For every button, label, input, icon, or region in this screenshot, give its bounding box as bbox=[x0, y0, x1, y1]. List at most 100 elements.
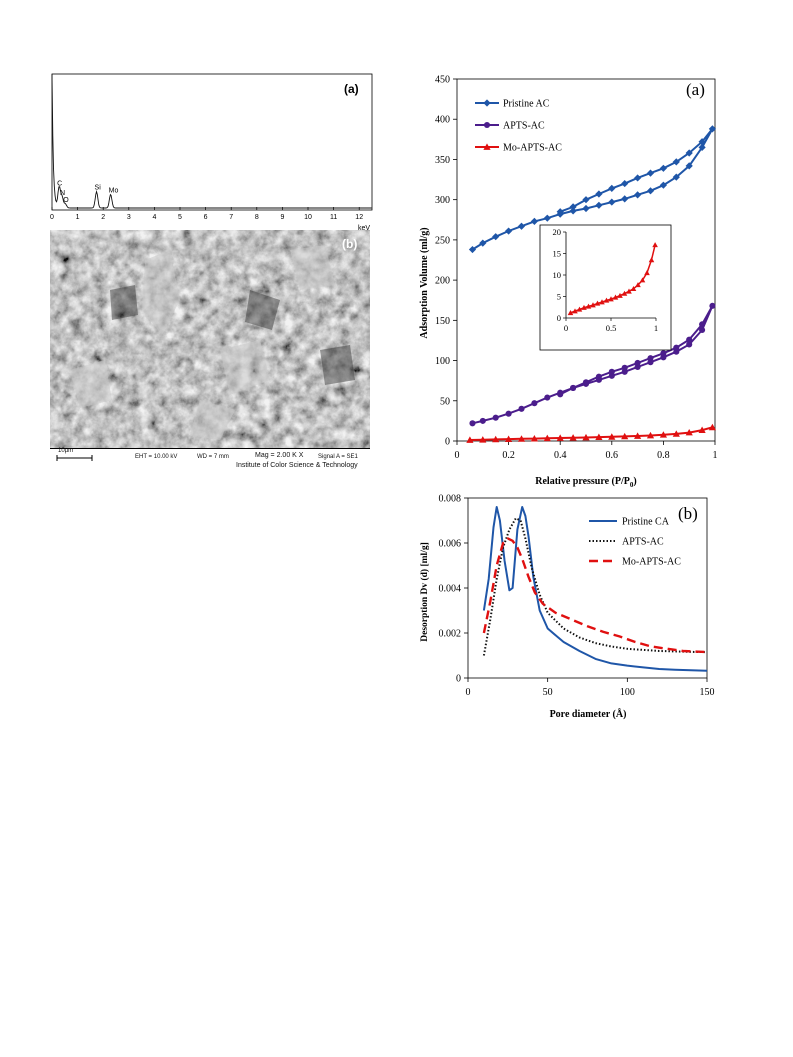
eds-x-tick-label: 3 bbox=[127, 214, 131, 221]
isotherm-x-tick-label: 0.8 bbox=[657, 450, 670, 461]
sem-image: (b) bbox=[50, 230, 370, 448]
isotherm-inset-data-point bbox=[599, 299, 605, 305]
isotherm-data-point bbox=[659, 431, 667, 438]
isotherm-data-point bbox=[708, 423, 717, 431]
isotherm-inset-y-tick-label: 15 bbox=[553, 249, 562, 259]
isotherm-data-point bbox=[543, 214, 551, 222]
isotherm-inset-data-point bbox=[617, 292, 623, 298]
isotherm-data-point bbox=[634, 432, 642, 439]
eds-x-tick-label: 11 bbox=[330, 214, 337, 221]
isotherm-x-tick-label: 0.4 bbox=[554, 450, 567, 461]
pore-series-line bbox=[482, 506, 708, 672]
isotherm-data-point bbox=[621, 195, 629, 203]
isotherm-x-axis-label: Relative pressure (P/P0) bbox=[535, 476, 636, 489]
sem-signal: Signal A = SE1 bbox=[318, 454, 358, 460]
pore-distribution-chart: 0 0.002 0.004 0.006 0.008 0 50 100 150 Pristine … bbox=[419, 494, 715, 721]
isotherm-inset-data-point bbox=[594, 300, 601, 306]
isotherm-data-point bbox=[685, 162, 693, 170]
isotherm-x-tick-label: 0.6 bbox=[606, 450, 619, 461]
isotherm-y-tick-label: 400 bbox=[435, 115, 450, 126]
isotherm-data-point bbox=[672, 173, 680, 181]
isotherm-inset-data-point bbox=[652, 242, 658, 248]
isotherm-data-point bbox=[530, 217, 538, 225]
pore-legend-label: Pristine CA bbox=[622, 517, 670, 528]
isotherm-y-tick-label: 350 bbox=[435, 155, 450, 166]
isotherm-legend-marker bbox=[483, 121, 491, 129]
isotherm-data-point bbox=[608, 368, 615, 375]
isotherm-legend-label: APTS-AC bbox=[503, 121, 545, 132]
pore-legend-label: APTS-AC bbox=[622, 537, 664, 548]
isotherm-inset-data-point bbox=[644, 270, 650, 276]
scale-bar bbox=[56, 455, 93, 461]
isotherm-inset-data-point bbox=[630, 285, 637, 291]
isotherm-legend-label: Mo-APTS-AC bbox=[503, 143, 562, 154]
isotherm-inset-x-tick-label: 0 bbox=[564, 323, 568, 333]
eds-frame bbox=[51, 73, 373, 211]
isotherm-data-point bbox=[466, 436, 474, 443]
eds-x-tick-label: 1 bbox=[76, 214, 80, 221]
eds-x-tick-label: 0 bbox=[50, 214, 54, 221]
isotherm-y-axis-label: Adsorption Volume (ml/g) bbox=[419, 227, 430, 338]
isotherm-data-point bbox=[569, 434, 577, 441]
isotherm-inset-data-point bbox=[576, 306, 583, 312]
isotherm-inset-y-tick-label: 0 bbox=[557, 313, 561, 323]
isotherm-data-point bbox=[646, 187, 655, 195]
isotherm-data-point bbox=[646, 169, 655, 177]
isotherm-data-point bbox=[582, 433, 590, 441]
isotherm-data-point bbox=[686, 336, 693, 343]
eds-spectrum-line bbox=[51, 74, 372, 209]
sem-eht: EHT = 10.00 kV bbox=[135, 454, 178, 460]
isotherm-plot-frame bbox=[456, 78, 716, 442]
eds-x-tick-label: 6 bbox=[204, 214, 208, 221]
isotherm-series-line bbox=[469, 426, 713, 441]
isotherm-inset-x-tick-label: 1 bbox=[654, 323, 658, 333]
isotherm-data-point bbox=[517, 435, 526, 442]
isotherm-inset-y-tick-label: 20 bbox=[553, 227, 562, 237]
isotherm-data-point bbox=[595, 373, 602, 380]
pore-panel-label: (b) bbox=[678, 504, 698, 523]
isotherm-inset-data-point bbox=[572, 308, 578, 314]
isotherm-data-point bbox=[709, 302, 716, 309]
sem-institute: Institute of Color Science & Technology bbox=[236, 462, 358, 469]
isotherm-data-point bbox=[608, 184, 616, 193]
isotherm-data-point bbox=[582, 204, 590, 213]
isotherm-data-point bbox=[672, 158, 680, 166]
isotherm-data-point bbox=[621, 364, 628, 371]
isotherm-data-point bbox=[492, 233, 500, 241]
isotherm-inset-data-point bbox=[590, 302, 596, 308]
eds-panel-label: (a) bbox=[344, 82, 359, 96]
isotherm-data-point bbox=[557, 391, 564, 398]
sem-panel-label: (b) bbox=[342, 237, 357, 251]
isotherm-data-point bbox=[634, 359, 641, 367]
isotherm-data-point bbox=[698, 143, 706, 151]
eds-x-tick-label: 10 bbox=[304, 214, 312, 221]
isotherm-data-point bbox=[659, 164, 667, 172]
isotherm-data-point bbox=[556, 434, 564, 441]
isotherm-inset-data-point bbox=[608, 296, 614, 302]
isotherm-data-point bbox=[582, 196, 590, 204]
pore-series-line bbox=[482, 537, 708, 654]
isotherm-data-point bbox=[708, 125, 717, 133]
isotherm-panel-label: (a) bbox=[686, 80, 705, 99]
isotherm-data-point bbox=[646, 431, 655, 439]
eds-peak-label: O bbox=[63, 197, 69, 204]
isotherm-inset-data-point bbox=[603, 297, 610, 303]
isotherm-data-point bbox=[686, 341, 693, 348]
isotherm-data-point bbox=[543, 434, 551, 442]
pore-y-tick-label: 0.004 bbox=[439, 584, 462, 595]
isotherm-data-point bbox=[699, 321, 706, 328]
isotherm-data-point bbox=[699, 326, 706, 334]
isotherm-y-tick-label: 100 bbox=[435, 356, 450, 367]
isotherm-y-tick-label: 50 bbox=[440, 396, 450, 407]
isotherm-legend-marker bbox=[483, 99, 491, 107]
eds-x-tick-label: 4 bbox=[152, 214, 156, 221]
isotherm-inset-data-point bbox=[612, 294, 619, 300]
pore-y-tick-label: 0 bbox=[456, 674, 461, 685]
isotherm-inset-data-point bbox=[635, 282, 641, 288]
isotherm-data-point bbox=[595, 433, 603, 441]
isotherm-y-tick-label: 450 bbox=[435, 75, 450, 86]
sem-micrograph: (b) 10µm EHT = 10.00 kV WD = 7 mm Mag = … bbox=[50, 230, 370, 470]
eds-peak-label: Si bbox=[95, 185, 102, 192]
pore-y-axis-label: Desorption Dv (d) [ml/g] bbox=[419, 542, 430, 641]
